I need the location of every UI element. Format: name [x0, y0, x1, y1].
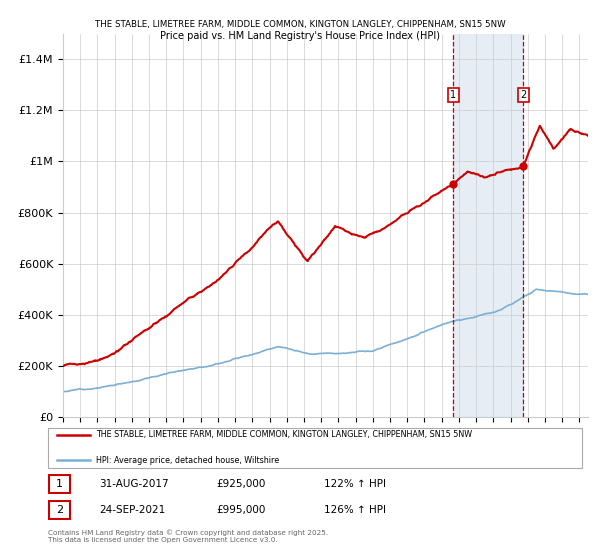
Text: 2: 2	[56, 505, 63, 515]
Text: 31-AUG-2017: 31-AUG-2017	[99, 479, 169, 489]
Text: 1: 1	[450, 90, 456, 100]
Text: 122% ↑ HPI: 122% ↑ HPI	[324, 479, 386, 489]
Text: Contains HM Land Registry data © Crown copyright and database right 2025.
This d: Contains HM Land Registry data © Crown c…	[48, 530, 328, 543]
Text: 2: 2	[520, 90, 526, 100]
Text: £995,000: £995,000	[216, 505, 265, 515]
Text: 24-SEP-2021: 24-SEP-2021	[99, 505, 165, 515]
Bar	[453, 34, 523, 417]
Text: HPI: Average price, detached house, Wiltshire: HPI: Average price, detached house, Wilt…	[96, 456, 279, 465]
FancyBboxPatch shape	[49, 501, 70, 519]
Text: THE STABLE, LIMETREE FARM, MIDDLE COMMON, KINGTON LANGLEY, CHIPPENHAM, SN15 5NW: THE STABLE, LIMETREE FARM, MIDDLE COMMON…	[95, 20, 505, 29]
Text: 1: 1	[56, 479, 63, 489]
FancyBboxPatch shape	[49, 475, 70, 493]
Text: £925,000: £925,000	[216, 479, 265, 489]
Text: THE STABLE, LIMETREE FARM, MIDDLE COMMON, KINGTON LANGLEY, CHIPPENHAM, SN15 5NW: THE STABLE, LIMETREE FARM, MIDDLE COMMON…	[96, 430, 472, 439]
Text: Price paid vs. HM Land Registry's House Price Index (HPI): Price paid vs. HM Land Registry's House …	[160, 31, 440, 41]
Text: 126% ↑ HPI: 126% ↑ HPI	[324, 505, 386, 515]
